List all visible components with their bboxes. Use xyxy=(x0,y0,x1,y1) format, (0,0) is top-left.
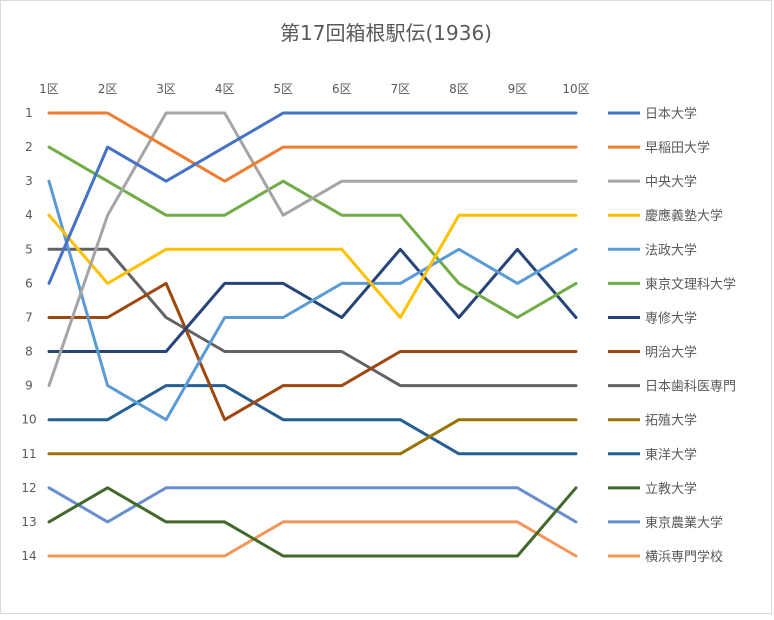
y-tick-label: 4 xyxy=(25,208,33,222)
series-line xyxy=(47,247,578,388)
legend-item: 早稲田大学 xyxy=(608,140,710,156)
legend-label: 法政大学 xyxy=(645,242,697,258)
legend-label: 中央大学 xyxy=(645,174,697,190)
y-tick-label: 6 xyxy=(25,276,33,290)
x-tick-label: 4区 xyxy=(215,82,235,96)
x-tick-label: 10区 xyxy=(562,82,589,96)
x-tick-label: 9区 xyxy=(508,82,528,96)
y-tick-label: 14 xyxy=(21,549,36,563)
legend-label: 慶應義塾大学 xyxy=(645,208,723,224)
x-tick-label: 2区 xyxy=(98,82,118,96)
legend: 日本大学早稲田大学中央大学慶應義塾大学法政大学東京文理科大学専修大学明治大学日本… xyxy=(608,106,736,565)
legend-item: 日本大学 xyxy=(608,106,697,122)
x-tick-label: 3区 xyxy=(156,82,176,96)
series-line xyxy=(47,520,578,558)
legend-label: 専修大学 xyxy=(645,310,697,326)
legend-item: 東洋大学 xyxy=(608,447,697,463)
y-tick-label: 8 xyxy=(25,345,33,359)
series-line xyxy=(47,179,578,422)
legend-item: 明治大学 xyxy=(608,345,697,361)
legend-label: 東洋大学 xyxy=(645,447,697,463)
legend-label: 日本歯科医専門 xyxy=(645,380,736,395)
y-tick-label: 2 xyxy=(25,140,33,154)
legend-item: 東京農業大学 xyxy=(608,515,723,531)
legend-item: 法政大学 xyxy=(608,242,697,258)
legend-item: 立教大学 xyxy=(608,481,697,497)
series-line xyxy=(47,486,578,558)
series-line xyxy=(47,418,578,456)
x-tick-label: 5区 xyxy=(273,82,293,96)
y-tick-label: 7 xyxy=(25,310,33,324)
legend-label: 日本大学 xyxy=(645,106,697,122)
legend-label: 拓殖大学 xyxy=(645,413,697,429)
x-tick-label: 8区 xyxy=(449,82,469,96)
legend-item: 専修大学 xyxy=(608,310,697,326)
legend-label: 東京農業大学 xyxy=(645,515,723,531)
legend-item: 東京文理科大学 xyxy=(608,276,736,292)
legend-item: 拓殖大学 xyxy=(608,413,697,429)
legend-item: 日本歯科医専門 xyxy=(608,380,736,395)
legend-label: 横浜専門学校 xyxy=(645,549,723,565)
legend-item: 横浜専門学校 xyxy=(608,549,723,565)
legend-label: 早稲田大学 xyxy=(645,140,710,156)
x-axis-tick-labels: 1区 2区 3区 4区 5区 6区 7区 8区 9区 10区 xyxy=(39,82,589,96)
y-tick-label: 9 xyxy=(25,379,33,393)
x-tick-label: 7区 xyxy=(391,82,411,96)
series-line xyxy=(47,111,578,183)
series-lines xyxy=(47,111,578,558)
chart-title: 第17回箱根駅伝(1936) xyxy=(280,21,492,45)
legend-label: 明治大学 xyxy=(645,345,697,361)
x-tick-label: 6区 xyxy=(332,82,352,96)
y-tick-label: 13 xyxy=(21,515,36,529)
series-line xyxy=(47,281,578,422)
y-tick-label: 3 xyxy=(25,174,33,188)
y-tick-label: 1 xyxy=(25,106,33,120)
x-tick-label: 1区 xyxy=(39,82,59,96)
y-tick-label: 11 xyxy=(21,447,36,461)
y-tick-label: 10 xyxy=(21,413,36,427)
legend-label: 立教大学 xyxy=(645,481,697,497)
series-line xyxy=(47,213,578,319)
y-tick-label: 12 xyxy=(21,481,36,495)
y-tick-label: 5 xyxy=(25,242,33,256)
legend-label: 東京文理科大学 xyxy=(645,276,736,292)
legend-item: 中央大学 xyxy=(608,174,697,190)
legend-item: 慶應義塾大学 xyxy=(608,208,723,224)
series-line xyxy=(47,111,578,285)
